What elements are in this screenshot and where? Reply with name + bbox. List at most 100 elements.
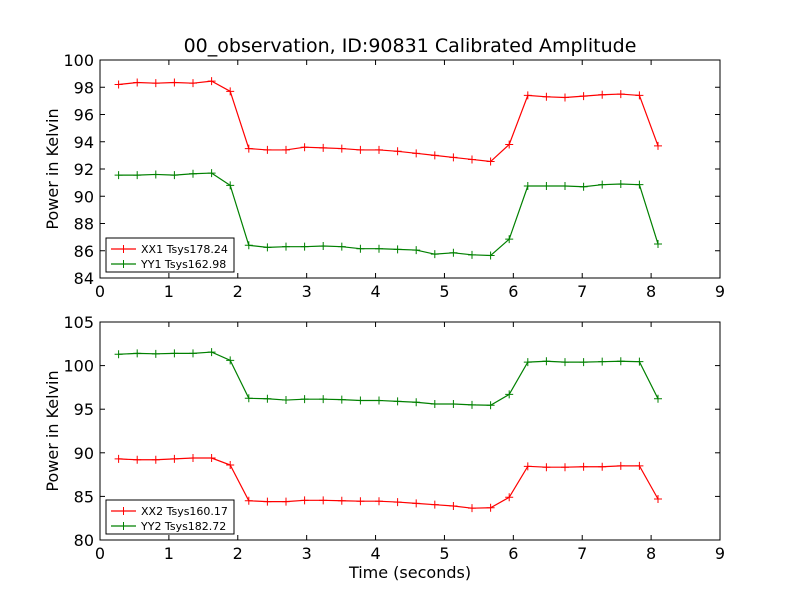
- x-tick-label: 2: [233, 282, 243, 301]
- data-point: [151, 349, 160, 358]
- chart-title: 00_observation, ID:90831 Calibrated Ampl…: [184, 35, 637, 57]
- legend-swatch-marker: [119, 245, 128, 253]
- data-point: [561, 93, 569, 102]
- data-point: [654, 239, 662, 248]
- data-point: [449, 501, 458, 510]
- x-axis-label: Time (seconds): [348, 563, 471, 582]
- data-point: [244, 496, 253, 505]
- data-point: [114, 454, 123, 463]
- x-tick-label: 7: [577, 544, 587, 563]
- data-point: [505, 235, 514, 244]
- data-point: [282, 145, 290, 154]
- data-point: [151, 79, 160, 88]
- data-point: [393, 147, 402, 156]
- data-point: [505, 140, 514, 149]
- data-point: [412, 246, 421, 255]
- data-point: [542, 182, 551, 191]
- x-tick-label: 8: [646, 544, 656, 563]
- data-point: [170, 454, 179, 463]
- data-point: [449, 153, 458, 162]
- y-tick-label: 92: [74, 160, 94, 179]
- data-point: [319, 241, 328, 250]
- data-point: [356, 497, 365, 506]
- data-point: [263, 497, 272, 506]
- data-point: [375, 497, 383, 506]
- data-point: [133, 78, 142, 87]
- data-point: [133, 455, 142, 464]
- y-tick-label: 90: [74, 187, 94, 206]
- data-point: [337, 144, 346, 153]
- data-point: [300, 496, 309, 505]
- data-point: [635, 461, 644, 470]
- data-point: [133, 171, 142, 180]
- series-line: [118, 351, 659, 406]
- data-point: [635, 91, 644, 100]
- x-tick-label: 9: [715, 282, 725, 301]
- data-point: [207, 77, 216, 86]
- data-point: [300, 143, 309, 152]
- data-point: [635, 357, 644, 366]
- data-point: [579, 182, 588, 191]
- data-point: [189, 79, 197, 88]
- data-point: [635, 180, 644, 189]
- legend-box: [105, 237, 235, 273]
- data-point: [616, 461, 625, 470]
- data-point: [579, 462, 588, 471]
- legend-swatch-marker: [119, 522, 128, 530]
- y-tick-label: 80: [74, 531, 94, 550]
- data-point: [561, 358, 569, 367]
- data-point: [282, 497, 290, 506]
- data-point: [486, 251, 495, 260]
- data-point: [412, 398, 421, 407]
- data-point: [300, 395, 309, 404]
- y-tick-label: 96: [74, 106, 94, 125]
- data-point: [244, 241, 253, 250]
- data-point: [319, 395, 328, 404]
- data-point: [449, 248, 458, 257]
- data-point: [486, 401, 495, 410]
- data-point: [542, 357, 551, 366]
- data-point: [598, 180, 607, 189]
- data-point: [393, 397, 402, 406]
- y-tick-label: 84: [74, 269, 94, 288]
- data-point: [486, 157, 495, 166]
- x-tick-label: 1: [164, 544, 174, 563]
- data-point: [337, 496, 346, 505]
- x-tick-label: 5: [439, 544, 449, 563]
- data-point: [393, 498, 402, 507]
- y-tick-label: 98: [74, 78, 94, 97]
- data-point: [523, 358, 532, 367]
- series-2: [114, 348, 662, 410]
- data-point: [226, 356, 235, 365]
- series-1: [114, 77, 662, 166]
- data-point: [468, 400, 476, 409]
- data-point: [263, 145, 272, 154]
- x-tick-label: 8: [646, 282, 656, 301]
- data-point: [468, 155, 476, 164]
- data-point: [468, 250, 476, 259]
- data-point: [226, 87, 235, 96]
- data-point: [523, 182, 532, 191]
- data-point: [375, 145, 383, 154]
- data-point: [412, 499, 421, 508]
- subplot-2: 0 1 2 3 4 5 6 7 8 9 80 85 90 95 100 105 Power in Kelvin T…: [43, 313, 725, 582]
- legend: XX1 Tsys178.24 YY1 Tsys162.98: [105, 237, 235, 273]
- legend-box: [105, 499, 235, 535]
- data-point: [523, 91, 532, 100]
- data-point: [430, 151, 439, 160]
- data-point: [542, 463, 551, 472]
- y-tick-label: 105: [63, 313, 94, 332]
- x-tick-label: 9: [715, 544, 725, 563]
- data-point: [616, 90, 625, 99]
- data-point: [226, 461, 235, 470]
- y-tick-label: 85: [74, 487, 94, 506]
- legend-label: XX1 Tsys178.24: [141, 243, 228, 256]
- data-point: [170, 78, 179, 87]
- x-tick-label: 2: [233, 544, 243, 563]
- x-tick-label: 3: [302, 544, 312, 563]
- subplot-1: 0 1 2 3 4 5 6 7 8 9 84 86 88 90 92 94 96 98 100 Power in Ke…: [43, 51, 725, 301]
- legend: XX2 Tsys160.17 YY2 Tsys182.72: [105, 499, 235, 535]
- legend-swatch-marker: [119, 260, 128, 268]
